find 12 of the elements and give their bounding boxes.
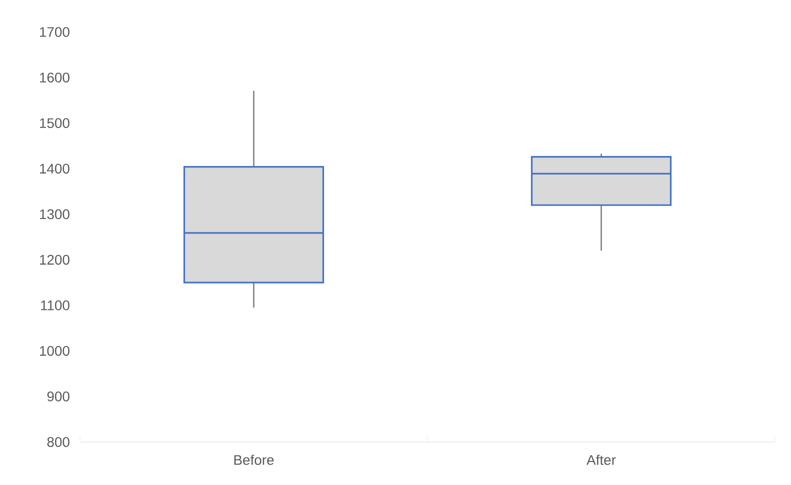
y-tick-label: 1400 (40, 164, 70, 174)
y-tick-label: 800 (47, 437, 70, 447)
x-tick-label: Before (234, 454, 274, 465)
y-tick-label: 1700 (40, 27, 70, 37)
y-tick-label: 1100 (41, 300, 70, 310)
y-tick-label: 1300 (40, 209, 70, 220)
y-tick-label: 1200 (40, 254, 70, 265)
x-tick-label: After (586, 454, 616, 465)
y-tick-label: 1600 (40, 72, 70, 83)
y-tick-label: 1000 (40, 346, 70, 356)
y-tick-label: 1500 (40, 118, 70, 128)
y-tick-label: 900 (47, 392, 70, 402)
